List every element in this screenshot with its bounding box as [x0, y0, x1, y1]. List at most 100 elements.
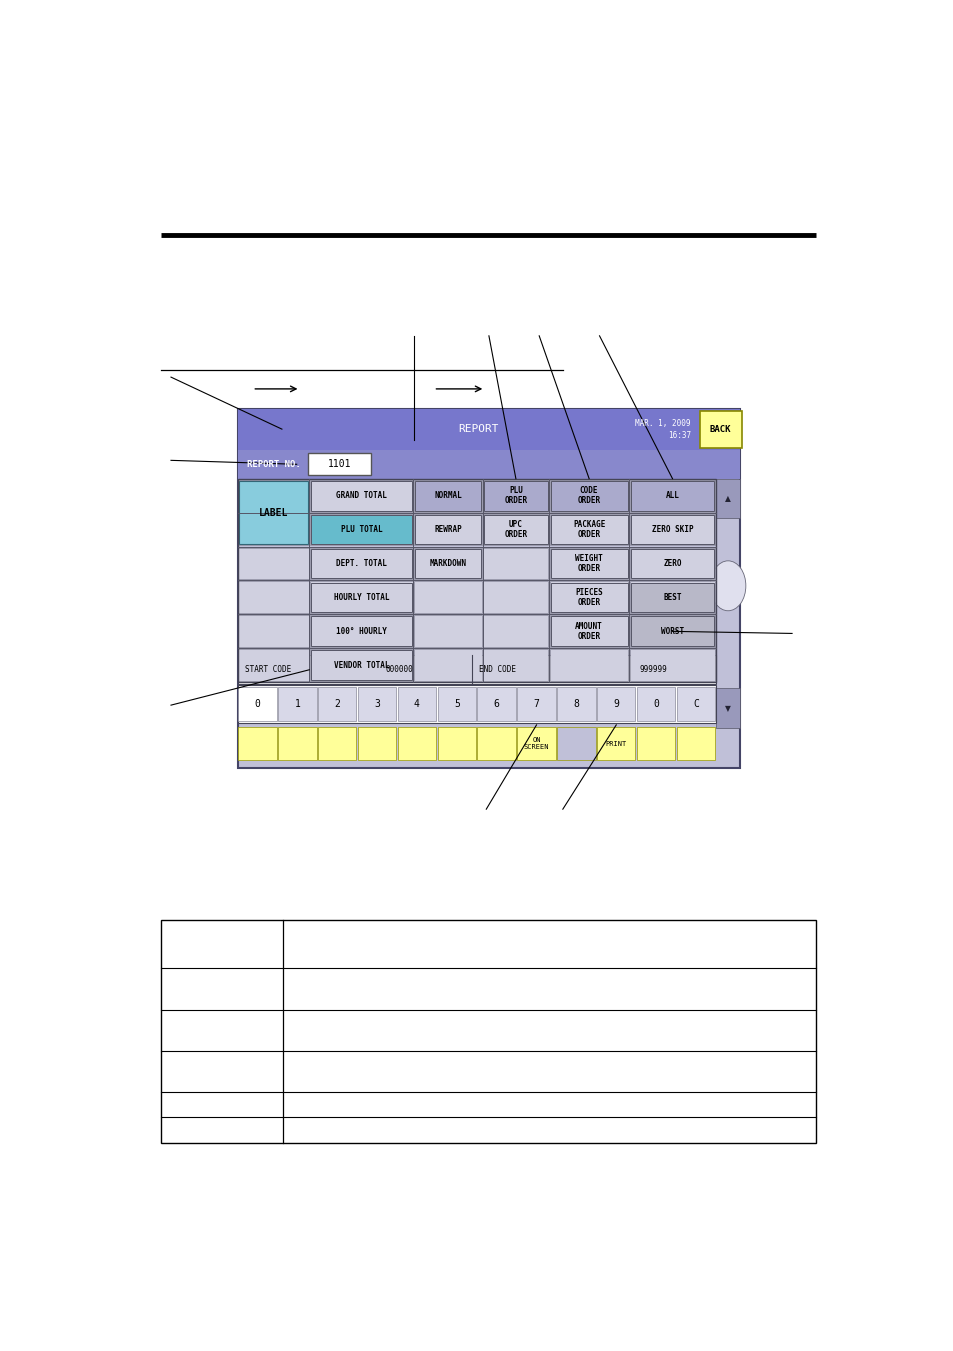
Bar	[629, 480, 715, 512]
Text: REPORT: REPORT	[458, 424, 498, 434]
Bar	[311, 481, 412, 511]
Text: 999999: 999999	[639, 665, 666, 674]
Bar	[415, 515, 480, 544]
Text: PRINT: PRINT	[605, 740, 626, 747]
Bar	[597, 688, 635, 720]
Circle shape	[710, 561, 745, 611]
Bar	[630, 515, 714, 544]
Text: END CODE: END CODE	[478, 665, 516, 674]
Bar	[310, 616, 412, 647]
Bar	[483, 515, 547, 544]
Text: ZERO: ZERO	[662, 559, 681, 567]
Bar	[415, 481, 480, 511]
Text: 100° HOURLY: 100° HOURLY	[335, 627, 386, 636]
Bar	[308, 454, 371, 476]
Bar	[483, 650, 548, 681]
Bar	[629, 513, 715, 546]
Bar	[483, 480, 548, 512]
Bar	[238, 480, 309, 512]
Text: REWRAP: REWRAP	[434, 526, 461, 534]
Bar	[239, 481, 308, 544]
Text: MARKDOWN: MARKDOWN	[429, 559, 466, 567]
Text: BACK: BACK	[709, 424, 731, 434]
Bar	[311, 582, 412, 612]
Text: HOURLY TOTAL: HOURLY TOTAL	[334, 593, 389, 603]
Bar	[238, 688, 276, 720]
Text: PACKAGE
ORDER: PACKAGE ORDER	[573, 520, 604, 539]
Bar	[699, 411, 741, 449]
Text: 8: 8	[573, 698, 578, 709]
Text: WEIGHT
ORDER: WEIGHT ORDER	[575, 554, 602, 573]
Bar	[550, 481, 627, 511]
Bar	[550, 582, 627, 612]
Bar	[483, 581, 548, 613]
Bar	[637, 688, 675, 720]
Bar	[310, 547, 412, 580]
Text: 5: 5	[454, 698, 459, 709]
Bar	[238, 547, 309, 580]
Bar	[238, 513, 309, 546]
Text: VENDOR TOTAL: VENDOR TOTAL	[334, 661, 389, 670]
Bar	[483, 513, 548, 546]
Text: LABEL: LABEL	[258, 508, 288, 517]
Bar	[549, 480, 628, 512]
Bar	[517, 688, 556, 720]
Bar	[629, 616, 715, 647]
Bar	[397, 727, 436, 761]
Bar	[311, 515, 412, 544]
Text: 1101: 1101	[328, 459, 351, 469]
Bar	[278, 688, 316, 720]
Bar	[278, 727, 316, 761]
Bar	[483, 547, 548, 580]
Bar	[238, 650, 309, 681]
Bar	[629, 581, 715, 613]
Bar	[161, 920, 816, 1143]
Text: PIECES
ORDER: PIECES ORDER	[575, 588, 602, 607]
Bar	[414, 547, 481, 580]
Bar	[238, 727, 276, 761]
Text: ZERO SKIP: ZERO SKIP	[651, 526, 693, 534]
Text: PLU
ORDER: PLU ORDER	[504, 486, 527, 505]
Bar	[630, 481, 714, 511]
Text: ▼: ▼	[724, 704, 730, 713]
Bar	[237, 478, 715, 682]
Bar	[549, 513, 628, 546]
Bar	[630, 582, 714, 612]
Text: 0: 0	[254, 698, 260, 709]
Bar	[414, 581, 481, 613]
Bar	[357, 688, 395, 720]
Bar	[637, 727, 675, 761]
Text: ▲: ▲	[724, 494, 730, 503]
Text: WORST: WORST	[660, 627, 683, 636]
Text: START CODE: START CODE	[245, 665, 291, 674]
Bar	[550, 515, 627, 544]
Bar	[483, 481, 547, 511]
Bar	[357, 727, 395, 761]
Bar	[476, 727, 516, 761]
Text: 16:37: 16:37	[667, 431, 690, 440]
Bar	[437, 727, 476, 761]
Bar	[317, 688, 356, 720]
Bar	[310, 581, 412, 613]
Bar	[414, 650, 481, 681]
Bar	[414, 513, 481, 546]
Text: CODE
ORDER: CODE ORDER	[577, 486, 600, 505]
Text: 4: 4	[414, 698, 419, 709]
Text: GRAND TOTAL: GRAND TOTAL	[335, 492, 386, 500]
Bar	[237, 655, 715, 685]
Bar	[483, 616, 548, 647]
Bar	[629, 650, 715, 681]
Text: AMOUNT
ORDER: AMOUNT ORDER	[575, 621, 602, 642]
Bar	[557, 727, 595, 761]
Text: ALL: ALL	[665, 492, 679, 500]
Bar	[557, 688, 595, 720]
Bar	[549, 581, 628, 613]
Bar	[676, 727, 715, 761]
Text: 1: 1	[294, 698, 300, 709]
Bar	[311, 616, 412, 646]
Bar	[237, 408, 740, 450]
Text: NORMAL: NORMAL	[434, 492, 461, 500]
Bar	[311, 650, 412, 680]
Bar	[597, 727, 635, 761]
Bar	[310, 650, 412, 681]
